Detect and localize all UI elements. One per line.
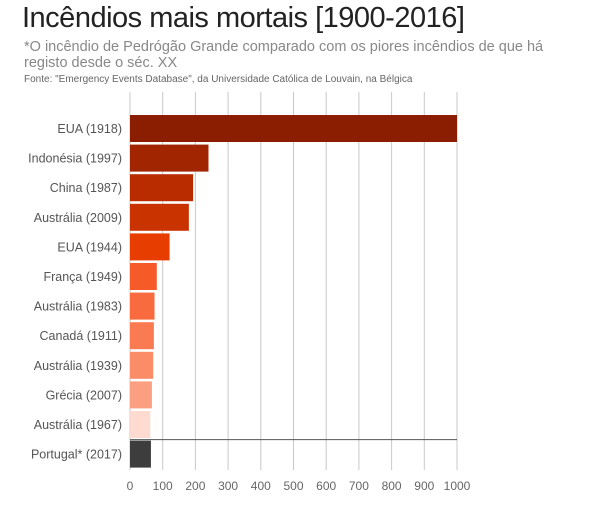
bar bbox=[130, 144, 209, 172]
category-label: EUA (1918) bbox=[57, 122, 122, 136]
x-tick-label: 800 bbox=[382, 479, 402, 493]
x-tick-label: 0 bbox=[127, 479, 134, 493]
x-tick-label: 900 bbox=[414, 479, 434, 493]
chart-subtitle: *O incêndio de Pedrógão Grande comparado… bbox=[24, 39, 544, 71]
x-tick-label: 400 bbox=[251, 479, 271, 493]
bar bbox=[130, 263, 157, 290]
chart-title: Incêndios mais mortais [1900-2016] bbox=[22, 2, 465, 34]
category-label: China (1987) bbox=[50, 181, 122, 195]
category-label: Austrália (1967) bbox=[34, 418, 122, 432]
x-tick-label: 200 bbox=[185, 479, 205, 493]
bar bbox=[130, 381, 152, 409]
bar bbox=[130, 440, 151, 468]
x-tick-label: 300 bbox=[218, 479, 238, 493]
bar bbox=[130, 203, 189, 231]
category-label: Austrália (2009) bbox=[34, 211, 122, 225]
x-tick-label: 1000 bbox=[444, 479, 471, 493]
x-axis-ticks: 0 100 200 300 400 500 600 700 800 900 1000 bbox=[127, 479, 471, 493]
category-label: EUA (1944) bbox=[57, 240, 122, 254]
chart-source: Fonte: "Emergency Events Database", da U… bbox=[24, 74, 413, 85]
category-labels: EUA (1918) Indonésia (1997) China (1987) Au… bbox=[28, 122, 122, 462]
bar bbox=[130, 351, 154, 379]
x-tick-label: 600 bbox=[316, 479, 336, 493]
bar bbox=[130, 411, 151, 438]
bar bbox=[130, 322, 154, 350]
x-tick-label: 500 bbox=[283, 479, 303, 493]
gridlines bbox=[129, 92, 458, 470]
category-label: Canadá (1911) bbox=[40, 329, 122, 343]
bar bbox=[130, 115, 457, 142]
bar bbox=[130, 233, 170, 261]
bars bbox=[130, 115, 457, 468]
category-label: França (1949) bbox=[43, 270, 122, 284]
x-tick-label: 100 bbox=[153, 479, 173, 493]
category-label: Austrália (1983) bbox=[34, 300, 122, 314]
bar bbox=[130, 292, 155, 320]
category-label: Portugal* (2017) bbox=[31, 448, 122, 462]
bar bbox=[130, 174, 194, 202]
category-label: Grécia (2007) bbox=[46, 388, 122, 402]
category-label: Indonésia (1997) bbox=[28, 152, 122, 166]
x-tick-label: 700 bbox=[349, 479, 369, 493]
category-label: Austrália (1939) bbox=[34, 359, 122, 373]
